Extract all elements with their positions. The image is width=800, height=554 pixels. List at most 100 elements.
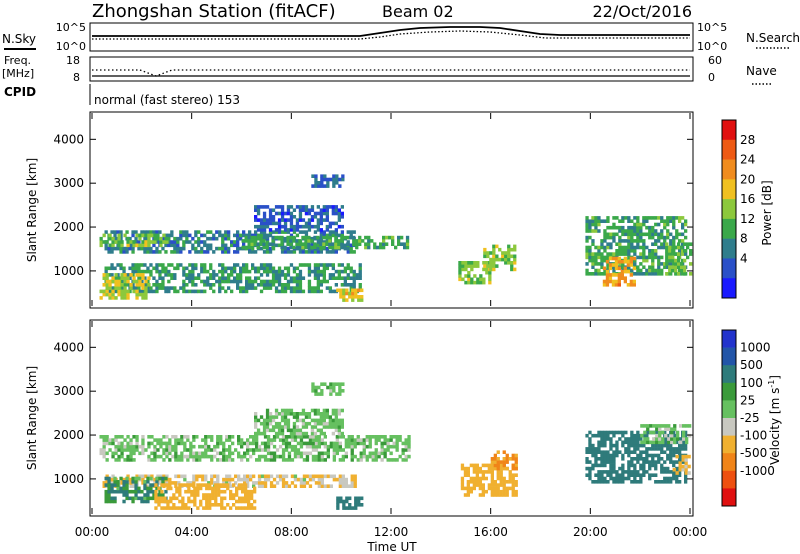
heatmap-cell <box>475 480 479 484</box>
heatmap-cell <box>146 246 150 251</box>
heatmap-cell <box>213 474 217 479</box>
heatmap-cell <box>154 483 158 487</box>
x-tick-label: 00:00 <box>75 525 110 539</box>
heatmap-cell <box>493 483 497 487</box>
heatmap-cell <box>338 441 342 446</box>
heatmap-cell <box>476 277 480 282</box>
heatmap-cell <box>311 444 316 449</box>
heatmap-cell <box>340 205 344 209</box>
heatmap-cell <box>220 506 224 510</box>
heatmap-cell <box>280 218 285 222</box>
heatmap-cell <box>373 245 377 250</box>
heatmap-cell <box>265 242 269 246</box>
heatmap-cell <box>594 229 598 233</box>
heatmap-cell <box>246 484 250 488</box>
heatmap-cell <box>401 441 405 446</box>
heatmap-cell <box>149 286 153 290</box>
heatmap-cell <box>231 477 235 482</box>
heatmap-cell <box>319 415 323 419</box>
heatmap-cell <box>612 480 616 484</box>
heatmap-cell <box>134 269 138 274</box>
heatmap-cell <box>169 499 173 504</box>
heatmap-cell <box>135 438 139 442</box>
heatmap-cell <box>262 286 267 290</box>
heatmap-cell <box>325 263 329 267</box>
heatmap-cell <box>654 480 658 484</box>
heatmap-cell <box>178 499 182 504</box>
heatmap-cell <box>670 430 674 435</box>
heatmap-cell <box>475 466 479 471</box>
heatmap-cell <box>684 476 688 481</box>
heatmap-cell <box>466 473 470 477</box>
heatmap-cell <box>328 421 332 426</box>
heatmap-cell <box>639 466 643 471</box>
heatmap-cell <box>642 473 646 477</box>
heatmap-cell <box>248 230 252 234</box>
heatmap-cell <box>153 444 157 449</box>
heatmap-cell <box>277 431 282 436</box>
heatmap-cell <box>265 408 270 413</box>
heatmap-cell <box>111 243 115 248</box>
heatmap-cell <box>189 451 193 456</box>
heatmap-cell <box>228 438 232 442</box>
heatmap-cell <box>624 430 628 435</box>
heatmap-cell <box>642 433 646 438</box>
heatmap-cell <box>499 470 503 474</box>
heatmap-cell <box>678 239 682 243</box>
heatmap-cell <box>162 474 166 479</box>
heatmap-cell <box>277 243 282 248</box>
heatmap-cell <box>344 438 348 442</box>
heatmap-cell <box>484 463 488 468</box>
heatmap-cell <box>660 480 664 484</box>
heatmap-cell <box>362 438 366 442</box>
heatmap-cell <box>295 289 300 294</box>
heatmap-cell <box>262 279 267 284</box>
heatmap-cell <box>502 450 506 454</box>
heatmap-cell <box>337 211 341 216</box>
heatmap-cell <box>670 437 674 441</box>
heatmap-cell <box>117 448 121 452</box>
heatmap-cell <box>204 438 208 442</box>
heatmap-cell <box>319 412 323 416</box>
heatmap-cell <box>623 266 627 271</box>
heatmap-cell <box>210 435 214 439</box>
heatmap-cell <box>283 218 288 222</box>
heatmap-cell <box>271 239 275 243</box>
heatmap-cell <box>341 477 345 482</box>
heatmap-cell <box>203 283 207 287</box>
heatmap-cell <box>608 279 613 284</box>
heatmap-cell <box>325 408 329 413</box>
heatmap-cell <box>671 265 675 269</box>
heatmap-cell <box>470 267 474 272</box>
heatmap-cell <box>663 460 667 464</box>
heatmap-cell <box>205 493 209 497</box>
heatmap-cell <box>107 486 111 491</box>
heatmap-cell <box>350 484 354 488</box>
heatmap-cell <box>654 252 658 256</box>
heatmap-cell <box>407 438 411 442</box>
heatmap-cell <box>334 211 338 216</box>
heatmap-cell <box>615 249 619 253</box>
heatmap-cell <box>331 289 335 294</box>
power-colorbar-tick: 4 <box>740 251 748 265</box>
heatmap-cell <box>117 286 121 290</box>
heatmap-cell <box>368 454 372 459</box>
heatmap-cell <box>670 427 674 431</box>
heatmap-cell <box>144 240 148 244</box>
heatmap-cell <box>254 415 258 419</box>
heatmap-cell <box>105 481 109 485</box>
heatmap-cell <box>237 454 241 459</box>
heatmap-cell <box>597 457 601 461</box>
heatmap-cell <box>636 430 640 435</box>
heatmap-cell <box>360 503 364 507</box>
heatmap-cell <box>600 443 604 448</box>
heatmap-cell <box>110 263 114 267</box>
power-colorbar-swatch <box>722 278 736 299</box>
heatmap-cell <box>331 421 335 426</box>
heatmap-cell <box>368 438 372 442</box>
heatmap-cell <box>272 458 277 462</box>
heatmap-cell <box>314 444 319 449</box>
heatmap-cell <box>275 448 280 452</box>
heatmap-cell <box>211 486 215 491</box>
